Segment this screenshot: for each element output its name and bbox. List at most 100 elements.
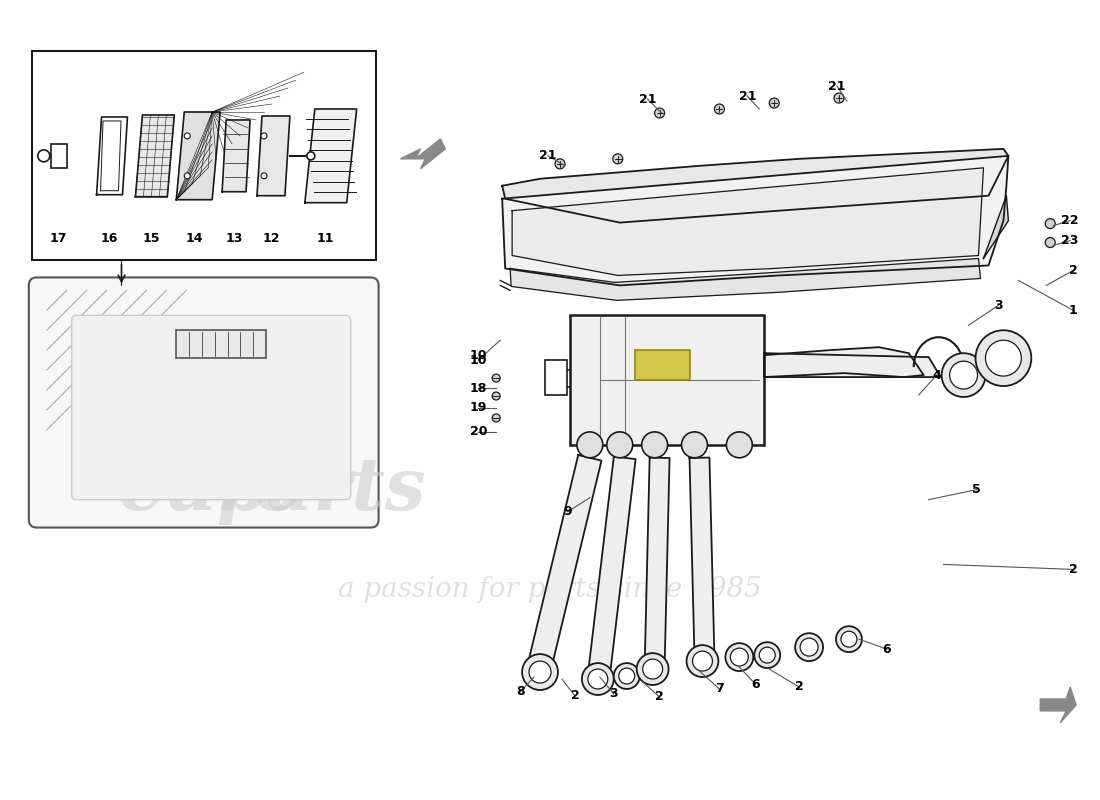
Circle shape: [185, 173, 190, 178]
Polygon shape: [983, 196, 1009, 258]
Circle shape: [714, 104, 725, 114]
Polygon shape: [222, 120, 250, 192]
Circle shape: [642, 659, 662, 679]
Circle shape: [986, 340, 1022, 376]
Polygon shape: [764, 347, 924, 377]
Text: 5: 5: [972, 483, 981, 496]
Polygon shape: [135, 115, 174, 197]
Circle shape: [730, 648, 748, 666]
Text: 1: 1: [1069, 304, 1078, 317]
Text: 6: 6: [882, 642, 891, 656]
Text: 4: 4: [933, 369, 940, 382]
Circle shape: [637, 653, 669, 685]
Bar: [32, 51, 375, 261]
Bar: [570, 315, 764, 445]
Circle shape: [726, 432, 752, 458]
Circle shape: [607, 432, 632, 458]
Circle shape: [686, 645, 718, 677]
Text: parts: parts: [216, 454, 426, 525]
Circle shape: [1045, 238, 1055, 247]
Polygon shape: [528, 455, 602, 667]
Bar: [51, 144, 67, 168]
Polygon shape: [645, 458, 670, 667]
Circle shape: [522, 654, 558, 690]
Circle shape: [261, 133, 267, 139]
Circle shape: [613, 154, 623, 164]
Text: 22: 22: [1062, 214, 1079, 227]
Circle shape: [37, 150, 50, 162]
FancyBboxPatch shape: [72, 315, 351, 500]
Text: 17: 17: [50, 232, 67, 245]
Polygon shape: [257, 116, 290, 196]
Text: 20: 20: [470, 426, 487, 438]
Circle shape: [836, 626, 862, 652]
Polygon shape: [503, 149, 1009, 222]
Circle shape: [492, 392, 500, 400]
Circle shape: [614, 663, 640, 689]
Polygon shape: [305, 109, 356, 202]
FancyBboxPatch shape: [29, 278, 378, 527]
Text: 13: 13: [226, 232, 243, 245]
Text: 3: 3: [609, 687, 618, 701]
Text: 10: 10: [470, 354, 487, 366]
Circle shape: [795, 633, 823, 661]
Polygon shape: [764, 353, 940, 377]
Text: 21: 21: [539, 150, 557, 162]
Circle shape: [619, 668, 635, 684]
Circle shape: [834, 93, 844, 103]
Bar: [635, 350, 690, 380]
Circle shape: [576, 432, 603, 458]
Text: 15: 15: [143, 232, 161, 245]
Circle shape: [1045, 218, 1055, 229]
Circle shape: [587, 669, 608, 689]
Polygon shape: [690, 458, 714, 658]
Text: 9: 9: [563, 505, 572, 518]
Circle shape: [492, 374, 500, 382]
Circle shape: [492, 414, 500, 422]
Text: euro: euro: [119, 454, 304, 525]
Text: 6: 6: [751, 678, 760, 690]
Polygon shape: [1041, 687, 1076, 723]
Text: 11: 11: [317, 232, 334, 245]
Polygon shape: [400, 139, 446, 169]
Text: 16: 16: [101, 232, 118, 245]
Text: 14: 14: [186, 232, 204, 245]
Circle shape: [942, 353, 986, 397]
Polygon shape: [588, 457, 636, 668]
Circle shape: [682, 432, 707, 458]
Text: 19: 19: [470, 402, 487, 414]
Circle shape: [769, 98, 779, 108]
Text: 21: 21: [738, 90, 756, 102]
Circle shape: [641, 432, 668, 458]
Text: 7: 7: [715, 682, 724, 695]
Text: 8: 8: [516, 686, 525, 698]
Circle shape: [725, 643, 754, 671]
Bar: [544, 360, 566, 395]
Text: 2: 2: [571, 690, 580, 702]
Circle shape: [800, 638, 818, 656]
Circle shape: [654, 108, 664, 118]
Polygon shape: [176, 112, 220, 200]
Text: 10: 10: [470, 349, 487, 362]
Polygon shape: [510, 258, 980, 300]
Text: 3: 3: [994, 299, 1003, 312]
Circle shape: [307, 152, 315, 160]
Text: 18: 18: [470, 382, 487, 394]
Circle shape: [693, 651, 713, 671]
Text: 2: 2: [656, 690, 664, 703]
Circle shape: [185, 133, 190, 139]
Circle shape: [261, 173, 267, 178]
Circle shape: [582, 663, 614, 695]
Text: 2: 2: [795, 681, 803, 694]
Circle shape: [949, 361, 978, 389]
Text: a passion for parts since 1985: a passion for parts since 1985: [338, 576, 762, 603]
Text: 21: 21: [828, 79, 846, 93]
Polygon shape: [97, 117, 128, 194]
Circle shape: [759, 647, 775, 663]
Polygon shape: [513, 168, 983, 275]
Text: 2: 2: [1069, 563, 1078, 576]
Polygon shape: [503, 156, 1009, 286]
Circle shape: [755, 642, 780, 668]
Text: 2: 2: [1069, 264, 1078, 277]
Bar: [176, 330, 266, 358]
